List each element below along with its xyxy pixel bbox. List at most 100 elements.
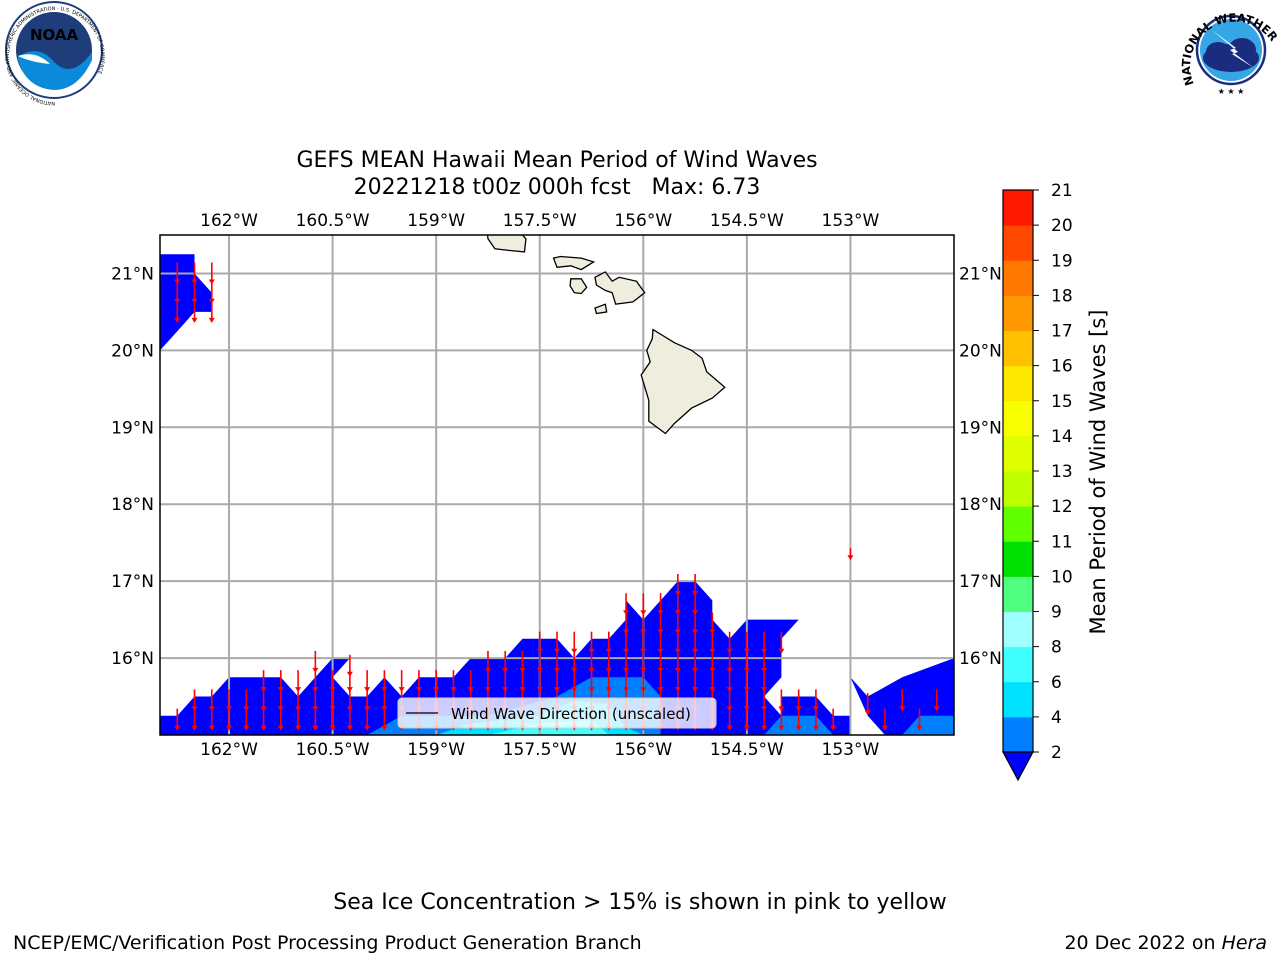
colorbar-tick-label: 21 xyxy=(1051,181,1073,201)
lon-tick-label-top: 157.5°W xyxy=(503,211,577,231)
wave-direction-arrow xyxy=(743,689,750,712)
lon-tick-label-top: 160.5°W xyxy=(296,211,370,231)
lat-tick-label-right: 21°N xyxy=(959,264,1002,284)
lat-tick-label-left: 19°N xyxy=(111,418,154,438)
colorbar-tick-label: 20 xyxy=(1051,216,1073,236)
wave-direction-arrow xyxy=(588,631,595,654)
wave-direction-arrow xyxy=(692,650,699,673)
wave-direction-arrow xyxy=(502,670,509,693)
wave-direction-arrow xyxy=(778,689,785,712)
map-legend: Wind Wave Direction (unscaled) xyxy=(397,697,717,729)
wave-direction-arrow xyxy=(243,708,250,731)
wave-direction-arrow xyxy=(847,548,854,561)
wave-direction-arrow xyxy=(692,574,699,596)
wave-direction-arrow xyxy=(502,650,509,673)
wave-direction-arrow xyxy=(346,708,353,731)
lon-tick-label-bottom: 159°W xyxy=(407,740,465,760)
wave-direction-arrow xyxy=(640,631,647,654)
wave-direction-arrow xyxy=(692,631,699,654)
island-kahoolawe xyxy=(594,303,608,315)
map-title: GEFS MEAN Hawaii Mean Period of Wind Wav… xyxy=(296,148,817,173)
lat-tick-label-left: 17°N xyxy=(111,572,154,592)
wave-direction-arrow xyxy=(295,708,302,731)
wave-direction-arrow xyxy=(709,612,716,635)
wave-direction-arrow xyxy=(812,708,819,731)
wave-direction-arrow xyxy=(174,281,181,304)
wave-direction-arrow xyxy=(260,689,267,712)
wave-direction-arrow xyxy=(623,650,630,673)
wave-direction-arrow xyxy=(743,708,750,731)
wave-direction-arrow xyxy=(312,708,319,731)
wave-direction-arrow xyxy=(726,708,733,731)
wave-direction-arrow xyxy=(484,670,491,693)
wave-direction-arrow xyxy=(295,689,302,712)
colorbar-segment xyxy=(1003,400,1033,437)
wave-direction-arrow xyxy=(364,670,371,693)
wave-direction-arrow xyxy=(623,593,630,616)
wave-direction-arrow xyxy=(726,670,733,693)
wave-direction-arrow xyxy=(743,670,750,693)
wave-direction-arrow xyxy=(623,612,630,635)
axis-ticks: 162°W 162°W 160.5°W 160.5°W 159°W 159°W 157.5°… xyxy=(111,211,1002,760)
colorbar-tick-label: 13 xyxy=(1051,462,1073,482)
lon-tick-label-bottom: 160.5°W xyxy=(296,740,370,760)
colorbar-extend-min xyxy=(1001,751,1035,782)
lat-tick-label-right: 17°N xyxy=(959,572,1002,592)
colorbar-segment xyxy=(1003,330,1033,367)
wave-direction-arrow xyxy=(726,631,733,654)
wave-direction-arrow xyxy=(640,650,647,673)
sea-ice-note: Sea Ice Concentration > 15% is shown in … xyxy=(333,890,947,915)
wave-direction-arrow xyxy=(433,670,440,693)
wave-direction-arrow xyxy=(208,689,215,712)
wave-direction-arrow xyxy=(554,650,560,673)
wave-direction-arrow xyxy=(554,631,560,654)
wave-direction-arrow xyxy=(329,708,336,731)
colorbar-tick-label: 12 xyxy=(1051,497,1073,517)
wave-direction-arrow xyxy=(260,708,267,731)
colorbar-segment xyxy=(1003,506,1033,542)
wave-direction-arrow xyxy=(743,650,750,673)
wave-direction-arrow xyxy=(174,708,181,731)
footer-date: 20 Dec 2022 on Hera xyxy=(1064,932,1267,954)
wave-direction-arrow xyxy=(864,693,871,716)
wave-direction-arrow xyxy=(536,631,543,654)
lat-tick-label-left: 21°N xyxy=(111,264,154,284)
wave-direction-arrow xyxy=(588,650,595,673)
wave-direction-arrow xyxy=(761,708,768,731)
wave-direction-arrow xyxy=(657,631,664,654)
noaa-logo: NOAA NATIONAL OCEANIC AND ATMOSPHERIC AD… xyxy=(5,1,105,106)
wave-direction-arrow xyxy=(640,593,647,616)
wave-direction-arrow xyxy=(381,670,388,693)
wave-direction-arrow xyxy=(657,650,664,673)
wave-direction-arrow xyxy=(709,650,716,673)
wave-direction-arrow xyxy=(692,612,699,635)
wave-direction-arrow xyxy=(761,689,768,712)
field-band-2-4-far-east xyxy=(902,715,954,735)
wave-direction-arrow xyxy=(709,631,716,654)
wave-direction-arrow xyxy=(795,689,802,712)
wave-direction-arrow xyxy=(312,670,319,693)
wave-direction-arrow xyxy=(674,574,681,596)
wave-direction-arrow xyxy=(692,593,699,616)
colorbar-tick-label: 6 xyxy=(1051,673,1062,693)
wave-direction-arrow xyxy=(208,262,215,285)
lon-tick-label-top: 156°W xyxy=(614,211,672,231)
wave-direction-arrow xyxy=(381,689,388,712)
wave-direction-arrow xyxy=(571,650,578,673)
wave-direction-arrow xyxy=(519,650,526,673)
colorbar-segment xyxy=(1003,541,1033,577)
colorbar-tick-label: 4 xyxy=(1051,708,1062,728)
lon-tick-label-top: 162°W xyxy=(200,211,258,231)
colorbar-segment xyxy=(1003,365,1033,402)
wave-direction-arrow xyxy=(450,670,457,693)
lat-tick-label-right: 16°N xyxy=(959,649,1002,669)
wave-direction-arrow xyxy=(191,689,198,712)
wave-direction-arrow xyxy=(536,670,543,693)
map-frame xyxy=(159,234,955,736)
lon-tick-label-bottom: 157.5°W xyxy=(503,740,577,760)
wave-direction-arrow xyxy=(415,670,422,693)
wave-direction-arrow xyxy=(536,650,543,673)
wave-direction-arrow xyxy=(674,631,681,654)
wave-direction-arrow xyxy=(657,612,664,635)
lon-tick-label-bottom: 156°W xyxy=(614,740,672,760)
